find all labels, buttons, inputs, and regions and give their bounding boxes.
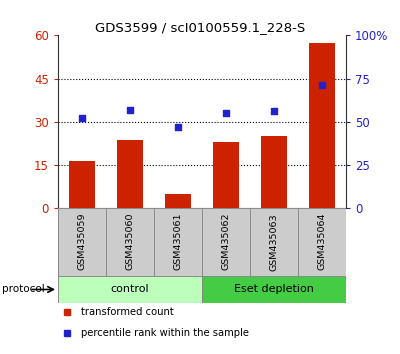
Point (79, 115, 85, 121)
Text: percentile rank within the sample: percentile rank within the sample (81, 329, 249, 338)
Bar (58, 276, 202, 303)
Point (271, 108, 277, 114)
Text: Eset depletion: Eset depletion (234, 285, 314, 295)
Bar (117, 140, 143, 208)
Bar (165, 194, 191, 208)
Text: GSM435063: GSM435063 (270, 213, 278, 270)
Text: GSM435064: GSM435064 (318, 213, 326, 270)
Text: transformed count: transformed count (81, 307, 174, 317)
Text: GSM435061: GSM435061 (174, 213, 182, 270)
Text: protocol: protocol (2, 285, 45, 295)
Text: GSM435060: GSM435060 (126, 213, 134, 270)
Bar (309, 42, 335, 208)
Bar (213, 142, 239, 208)
Point (175, 124, 181, 130)
Bar (202, 276, 346, 303)
Text: GSM435059: GSM435059 (78, 213, 86, 270)
Point (127, 107, 133, 112)
Bar (69, 161, 95, 208)
Text: GSM435062: GSM435062 (222, 213, 230, 270)
Bar (261, 136, 287, 208)
Point (223, 110, 229, 116)
Text: GDS3599 / scI0100559.1_228-S: GDS3599 / scI0100559.1_228-S (95, 21, 305, 34)
Point (319, 82, 325, 88)
Text: control: control (111, 285, 149, 295)
